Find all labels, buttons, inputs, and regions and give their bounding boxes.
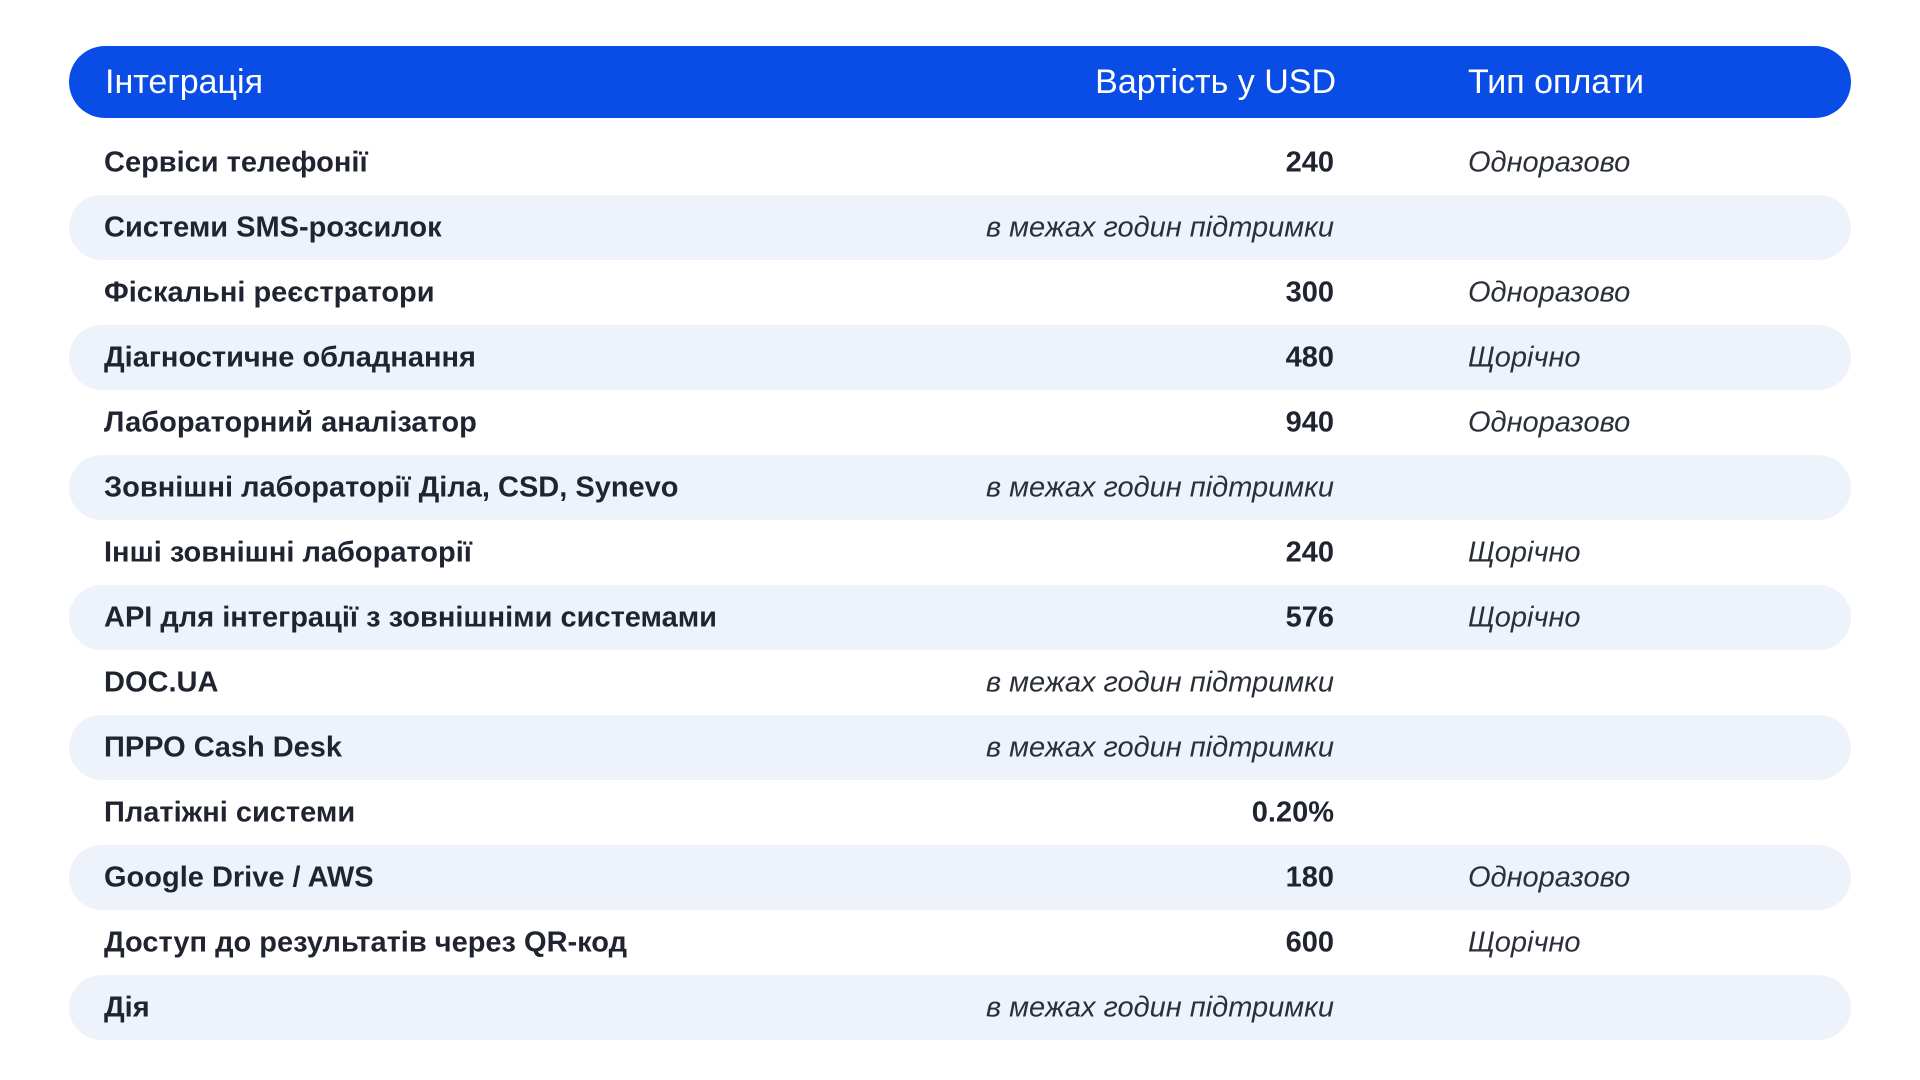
row-cost: 0.20% <box>1251 796 1334 828</box>
table-header: Інтеграція Вартість у USD Тип оплати <box>69 46 1851 118</box>
pricing-table: Інтеграція Вартість у USD Тип оплати Сер… <box>69 46 1851 1040</box>
row-integration-name: Системи SMS-розсилок <box>104 211 442 243</box>
header-cost: Вартість у USD <box>1095 63 1336 101</box>
row-payment-type: Щорічно <box>1468 926 1581 958</box>
table-row: API для інтеграції з зовнішніми системам… <box>69 585 1851 650</box>
row-payment-type: Щорічно <box>1468 536 1581 568</box>
row-integration-name: API для інтеграції з зовнішніми системам… <box>104 601 718 633</box>
table-row: DOC.UA в межах годин підтримки <box>69 650 1851 715</box>
table-row: Доступ до результатів через QR-код 600 Щ… <box>69 910 1851 975</box>
table-row: Зовнішні лабораторії Діла, CSD, Synevo в… <box>69 455 1851 520</box>
row-integration-name: Зовнішні лабораторії Діла, CSD, Synevo <box>104 471 679 503</box>
row-integration-name: Діагностичне обладнання <box>104 341 476 373</box>
row-cost: в межах годин підтримки <box>985 991 1334 1023</box>
table-row: Інші зовнішні лабораторії 240 Щорічно <box>69 520 1851 585</box>
table-row: Діагностичне обладнання 480 Щорічно <box>69 325 1851 390</box>
row-payment-type: Одноразово <box>1468 861 1631 893</box>
row-integration-name: Сервіси телефонії <box>104 146 368 178</box>
row-cost: в межах годин підтримки <box>985 666 1334 698</box>
row-payment-type: Щорічно <box>1468 601 1581 633</box>
row-integration-name: Дія <box>104 991 150 1023</box>
table-row: Платіжні системи 0.20% <box>69 780 1851 845</box>
row-cost: 300 <box>1285 276 1334 308</box>
row-cost: 480 <box>1285 341 1334 373</box>
row-cost: в межах годин підтримки <box>985 471 1334 503</box>
row-integration-name: Фіскальні реєстратори <box>104 276 435 308</box>
row-cost: 240 <box>1285 536 1334 568</box>
row-integration-name: Доступ до результатів через QR-код <box>104 926 628 958</box>
table-body: Сервіси телефонії 240 Одноразово Системи… <box>69 130 1851 1040</box>
table-row: Дія в межах годин підтримки <box>69 975 1851 1040</box>
row-integration-name: DOC.UA <box>104 666 219 698</box>
table-row: Сервіси телефонії 240 Одноразово <box>69 130 1851 195</box>
row-cost: в межах годин підтримки <box>985 211 1334 243</box>
row-integration-name: Інші зовнішні лабораторії <box>104 536 472 568</box>
row-payment-type: Щорічно <box>1468 341 1581 373</box>
row-cost: 600 <box>1285 926 1334 958</box>
row-integration-name: Лабораторний аналізатор <box>104 406 477 438</box>
row-cost: 180 <box>1285 861 1334 893</box>
table-row: Системи SMS-розсилок в межах годин підтр… <box>69 195 1851 260</box>
row-payment-type: Одноразово <box>1468 406 1631 438</box>
table-row: Google Drive / AWS 180 Одноразово <box>69 845 1851 910</box>
header-integration: Інтеграція <box>105 63 263 101</box>
row-payment-type: Одноразово <box>1468 276 1631 308</box>
table-row: ПРРО Cash Desk в межах годин підтримки <box>69 715 1851 780</box>
row-cost: 240 <box>1285 146 1334 178</box>
row-cost: в межах годин підтримки <box>985 731 1334 763</box>
header-payment-type: Тип оплати <box>1468 63 1645 101</box>
row-cost: 576 <box>1285 601 1334 633</box>
row-integration-name: Платіжні системи <box>104 796 356 828</box>
table-row: Фіскальні реєстратори 300 Одноразово <box>69 260 1851 325</box>
table-row: Лабораторний аналізатор 940 Одноразово <box>69 390 1851 455</box>
row-integration-name: ПРРО Cash Desk <box>104 731 343 763</box>
row-integration-name: Google Drive / AWS <box>104 861 374 893</box>
row-cost: 940 <box>1285 406 1334 438</box>
row-payment-type: Одноразово <box>1468 146 1631 178</box>
